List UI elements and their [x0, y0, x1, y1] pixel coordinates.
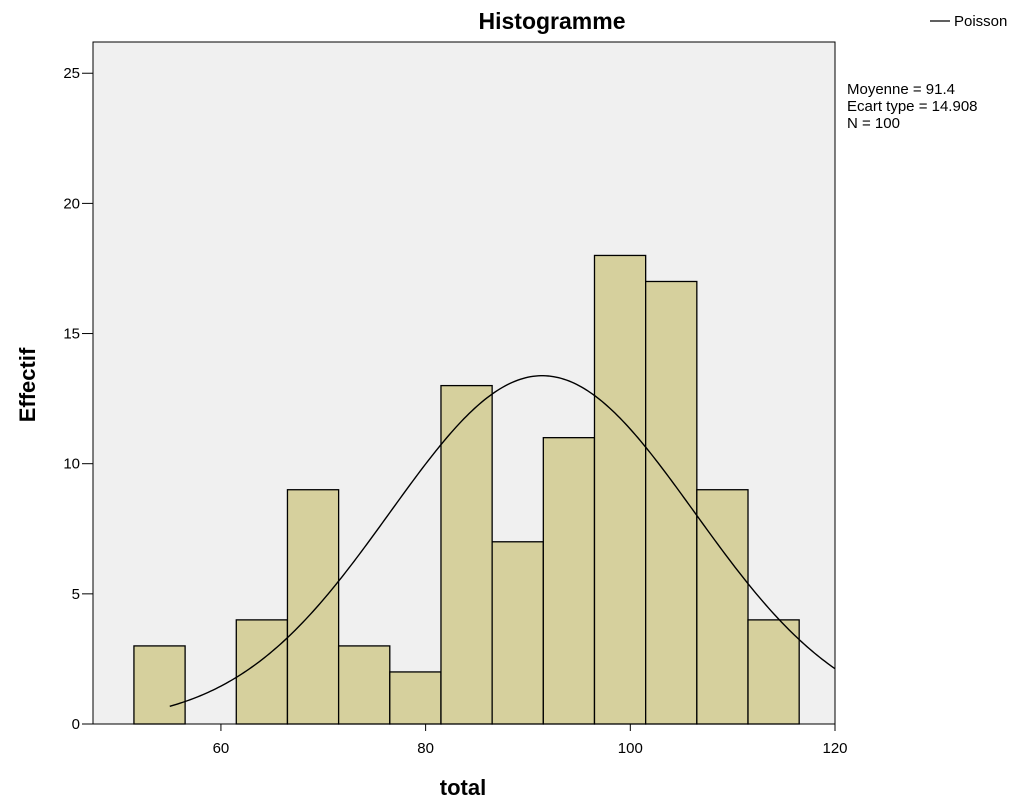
x-axis: 60 80 100 120	[213, 724, 848, 757]
histogram-bar	[133, 645, 186, 725]
plot-frame	[92, 41, 836, 725]
legend: Poisson	[930, 13, 1007, 30]
x-tick-label: 100	[618, 740, 643, 757]
stat-n: N = 100	[847, 115, 900, 132]
histogram-bar	[491, 541, 544, 725]
stat-mean: Moyenne = 91.4	[847, 81, 955, 98]
y-axis: 0 5 10 15 20 25	[63, 65, 93, 733]
y-axis-title: Effectif	[15, 347, 40, 422]
y-tick-label: 20	[63, 195, 80, 212]
y-tick-label: 15	[63, 326, 80, 343]
histogram-bar	[747, 619, 800, 725]
histogram-bar	[286, 489, 340, 725]
x-tick-label: 80	[417, 740, 434, 757]
chart-title: Histogramme	[479, 8, 626, 34]
poisson-curve	[169, 375, 836, 707]
bars-group	[133, 254, 800, 725]
x-tick-label: 60	[213, 740, 230, 757]
histogram-bar	[593, 254, 647, 725]
y-tick-label: 0	[72, 716, 80, 733]
x-axis-title: total	[440, 775, 486, 800]
y-tick-label: 10	[63, 456, 80, 473]
stat-sd: Ecart type = 14.908	[847, 98, 978, 115]
histogram-bar	[389, 671, 442, 725]
legend-label-poisson: Poisson	[954, 13, 1007, 30]
stats-box: Moyenne = 91.4 Ecart type = 14.908 N = 1…	[847, 81, 978, 132]
y-tick-label: 5	[72, 586, 80, 603]
histogram-bar	[645, 280, 698, 725]
histogram-bar	[542, 437, 596, 725]
histogram-bar	[696, 489, 749, 725]
x-tick-label: 120	[822, 740, 847, 757]
histogram-bar	[337, 645, 391, 725]
y-tick-label: 25	[63, 65, 80, 82]
